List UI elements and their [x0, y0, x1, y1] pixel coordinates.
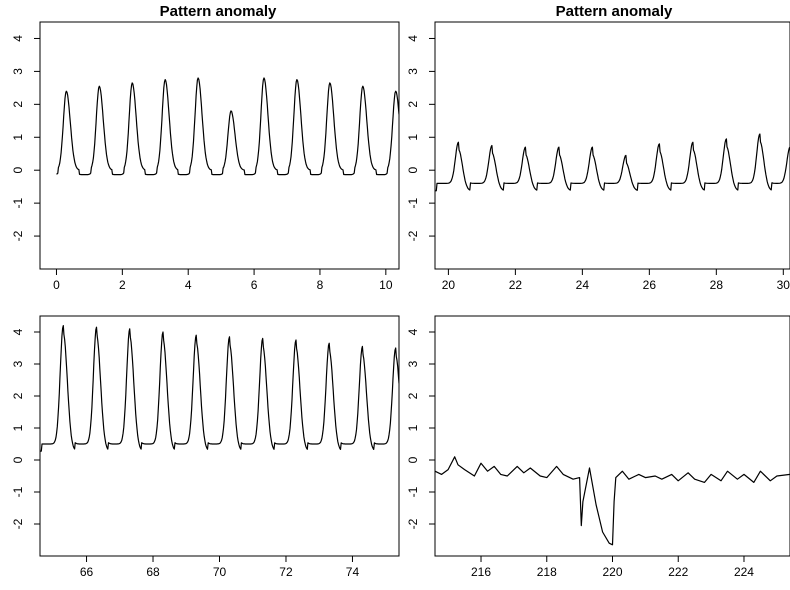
- y-tick-label: 4: [11, 328, 25, 335]
- y-tick-label: -2: [406, 518, 420, 529]
- y-tick-label: 4: [406, 35, 420, 42]
- x-tick-label: 28: [710, 278, 724, 292]
- y-tick-label: 4: [406, 328, 420, 335]
- x-tick-label: 22: [509, 278, 523, 292]
- plot-frame: [434, 21, 790, 270]
- y-tick-label: 3: [11, 360, 25, 367]
- x-tick-label: 26: [643, 278, 657, 292]
- plot-frame: [39, 21, 400, 270]
- x-tick-label: 20: [442, 278, 456, 292]
- x-tick-label: 216: [471, 565, 491, 579]
- x-tick-label: 30: [777, 278, 790, 292]
- series-line: [56, 77, 399, 176]
- x-tick-label: 220: [602, 565, 622, 579]
- y-tick-label: 0: [406, 456, 420, 463]
- x-tick-label: 0: [53, 278, 60, 292]
- panel-top-right: Pattern anomaly 20 22 24 26 28 30 -2 -1 0 1 2 3 4: [406, 3, 790, 292]
- y-tick-label: 0: [11, 167, 25, 174]
- y-tick-label: -2: [11, 230, 25, 241]
- y-tick-label: 1: [11, 424, 25, 431]
- x-tick-label: 66: [80, 565, 94, 579]
- x-tick-label: 2: [119, 278, 126, 292]
- y-tick-label: 3: [406, 68, 420, 75]
- panel-top-left: Pattern anomaly 0 2 4 6 8 10 -2 -1 0 1 2 3 4: [11, 3, 400, 292]
- series-line: [435, 456, 790, 546]
- panel-bottom-right: 216 218 220 222 224 -2 -1 0 1 2 3 4: [406, 315, 790, 579]
- y-tick-label: 3: [406, 360, 420, 367]
- y-tick-label: 1: [406, 424, 420, 431]
- x-tick-label: 6: [251, 278, 258, 292]
- x-tick-label: 74: [346, 565, 360, 579]
- x-tick-label: 218: [537, 565, 557, 579]
- y-tick-label: 2: [11, 392, 25, 399]
- x-tick-label: 224: [734, 565, 754, 579]
- y-tick-label: 2: [406, 392, 420, 399]
- y-tick-label: 0: [11, 456, 25, 463]
- y-tick-label: -2: [11, 518, 25, 529]
- y-tick-label: 0: [406, 167, 420, 174]
- y-tick-label: -2: [406, 230, 420, 241]
- x-tick-label: 222: [668, 565, 688, 579]
- y-tick-label: 3: [11, 68, 25, 75]
- x-tick-label: 4: [185, 278, 192, 292]
- y-tick-label: 2: [406, 101, 420, 108]
- y-tick-label: -1: [11, 197, 25, 208]
- panel-bottom-left: 66 68 70 72 74 -2 -1 0 1 2 3 4: [11, 315, 400, 579]
- x-tick-label: 68: [146, 565, 160, 579]
- plot-frame: [434, 315, 790, 557]
- y-tick-label: -1: [406, 197, 420, 208]
- series-line: [40, 325, 399, 452]
- y-tick-label: 4: [11, 35, 25, 42]
- y-tick-label: 1: [406, 134, 420, 141]
- x-tick-label: 72: [279, 565, 293, 579]
- x-tick-label: 70: [213, 565, 227, 579]
- panel-title: Pattern anomaly: [160, 3, 277, 20]
- x-tick-label: 24: [576, 278, 590, 292]
- panel-title: Pattern anomaly: [556, 3, 673, 20]
- y-tick-label: 1: [11, 134, 25, 141]
- x-tick-label: 8: [317, 278, 324, 292]
- y-tick-label: -1: [406, 486, 420, 497]
- y-tick-label: 2: [11, 101, 25, 108]
- x-tick-label: 10: [379, 278, 393, 292]
- series-line: [435, 133, 790, 192]
- y-tick-label: -1: [11, 486, 25, 497]
